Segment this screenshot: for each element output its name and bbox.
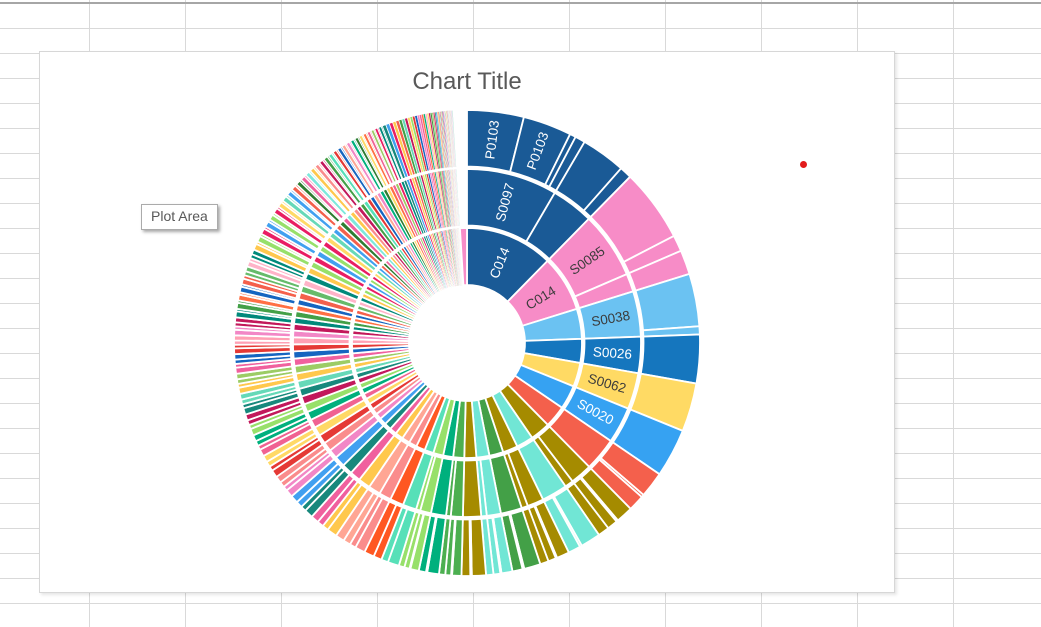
sunburst-slice[interactable] — [458, 227, 468, 287]
slice-label: P0103 — [482, 119, 502, 160]
chart-object[interactable]: Chart Title C014 S0097 P0103 P0103 C014 S0085… — [39, 51, 895, 593]
slice-label: S0038 — [590, 308, 631, 329]
sheet-top-border — [0, 2, 1041, 4]
plot-area-tooltip: Plot Area — [141, 204, 218, 230]
sunburst-slice[interactable] — [452, 110, 457, 168]
slice-label: S0026 — [592, 344, 632, 362]
red-marker-dot — [800, 161, 807, 168]
chart-title[interactable]: Chart Title — [412, 68, 522, 95]
plot-area-tooltip-text: Plot Area — [151, 208, 208, 224]
sunburst-slice[interactable] — [455, 169, 460, 226]
